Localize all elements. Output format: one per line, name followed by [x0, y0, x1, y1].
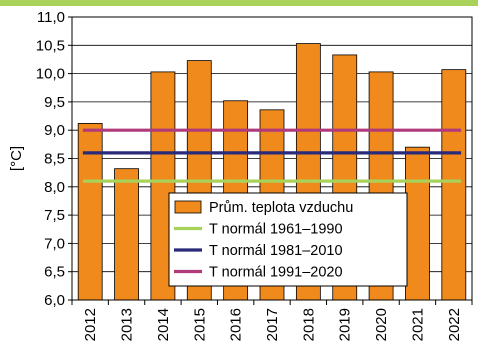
y-tick-label: 10,0	[36, 66, 65, 83]
y-tick-label: 9,5	[44, 94, 65, 111]
y-axis-label: [°C]	[8, 146, 25, 171]
y-tick-labels: 6,0 6,5 7,0 7,5 8,0 8,5 9,0 9,5 10,0 10,5 11,0	[36, 9, 65, 309]
y-tick-label: 7,5	[44, 207, 65, 224]
y-tick-label: 9,0	[44, 122, 65, 139]
legend-label: T normál 1981–2010	[209, 243, 343, 259]
y-tick-label: 11,0	[37, 9, 65, 26]
x-tick-label: 2015	[191, 308, 208, 341]
legend-label: T normál 1961–1990	[209, 222, 343, 238]
x-tick-label: 2016	[228, 308, 245, 341]
legend: Prům. teplota vzduchu T normál 1961–1990 T…	[168, 192, 408, 287]
axes	[71, 16, 473, 305]
x-tick-labels: 2012 2013 2014 2015 2016 2017 2018 2019 2020 2021…	[82, 308, 463, 341]
x-tick-label: 2022	[446, 308, 463, 341]
legend-label: T normál 1991–2020	[209, 265, 343, 281]
x-tick-label: 2014	[155, 308, 172, 341]
bar	[114, 168, 139, 301]
x-tick-label: 2021	[409, 308, 426, 341]
y-tick-label: 8,0	[44, 179, 65, 196]
y-tick-label: 6,5	[44, 264, 65, 281]
x-tick-label: 2013	[119, 308, 136, 341]
reference-lines	[82, 128, 462, 183]
top-accent-bar	[0, 0, 478, 6]
y-tick-label: 6,0	[44, 292, 65, 309]
legend-box	[168, 192, 408, 287]
x-tick-label: 2017	[264, 308, 281, 341]
y-tick-label: 8,5	[44, 151, 65, 168]
bar	[77, 123, 103, 301]
x-tick-label: 2012	[82, 308, 99, 341]
legend-swatch	[174, 200, 202, 214]
bar	[405, 146, 430, 301]
y-tick-label: 7,0	[44, 235, 65, 252]
bar	[441, 69, 467, 301]
x-tick-label: 2020	[373, 308, 390, 341]
legend-label: Prům. teplota vzduchu	[209, 200, 353, 216]
y-tick-label: 10,5	[36, 37, 65, 54]
x-tick-label: 2019	[337, 308, 354, 341]
x-tick-label: 2018	[300, 308, 317, 341]
plot-frame	[71, 16, 473, 301]
